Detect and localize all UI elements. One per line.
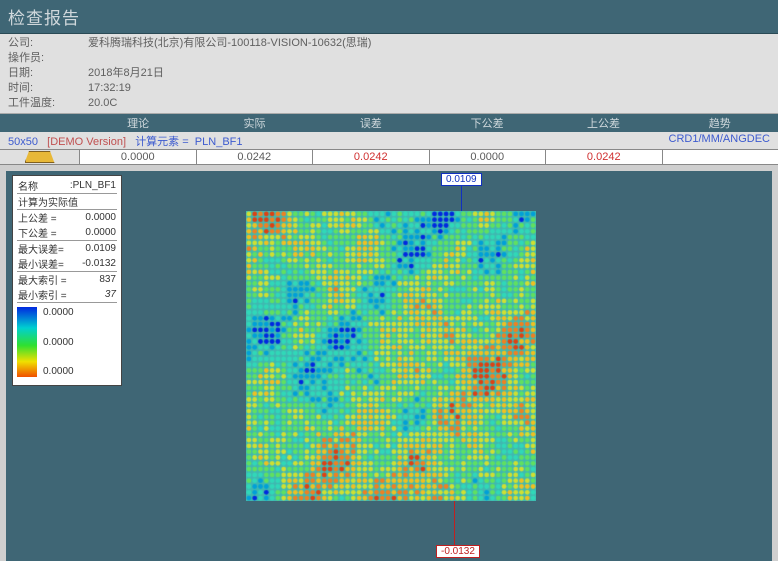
- temp-value: 20.0C: [88, 96, 117, 111]
- legend-upper-label: 上公差: [18, 214, 48, 225]
- val-theory: 0.0000: [80, 150, 197, 164]
- legend-calc: 计算为实际值: [17, 194, 117, 210]
- meta-block: 公司:爱科腾瑞科技(北京)有限公司-100118-VISION-10632(思瑞…: [0, 34, 778, 114]
- grid-dim: 50x50: [8, 136, 38, 148]
- temp-label: 工件温度:: [8, 96, 88, 111]
- gradient-bar: [17, 307, 37, 377]
- val-upper: 0.0242: [546, 150, 663, 164]
- col-lower: 下公差: [429, 114, 545, 132]
- pointer-min: [454, 501, 455, 545]
- data-row: 0.0000 0.0242 0.0242 0.0000 0.0242: [0, 149, 778, 165]
- legend-minerr-label: 最小误差=: [17, 256, 68, 272]
- legend-maxidx: 837: [68, 272, 117, 288]
- unit-info: CRD1/MM/ANGDEC: [669, 133, 770, 149]
- legend-maxerr-label: 最大误差=: [17, 241, 68, 257]
- element-info: 50x50 [DEMO Version] 计算元素 = PLN_BF1 CRD1…: [0, 132, 778, 149]
- legend-maxerr: 0.0109: [68, 241, 117, 257]
- time-value: 17:32:19: [88, 81, 131, 96]
- callout-min: -0.0132: [436, 545, 480, 558]
- time-label: 时间:: [8, 81, 88, 96]
- gradient-mid: 0.0000: [43, 337, 74, 348]
- elem-name: PLN_BF1: [195, 136, 243, 148]
- legend-upper: 0.0000: [68, 210, 117, 226]
- legend-minidx: 37: [68, 287, 117, 303]
- gradient-bot: 0.0000: [43, 366, 74, 377]
- gradient-top: 0.0000: [43, 307, 74, 318]
- demo-tag: [DEMO Version]: [47, 136, 126, 148]
- heatmap: [246, 211, 536, 501]
- report-title: 检查报告: [0, 0, 778, 34]
- col-error: 误差: [313, 114, 429, 132]
- val-error: 0.0242: [313, 150, 430, 164]
- col-theory: 理论: [80, 114, 196, 132]
- company-label: 公司:: [8, 36, 88, 51]
- legend-panel: 名称:PLN_BF1 计算为实际值 上公差 =0.0000 下公差 =0.000…: [12, 175, 122, 386]
- legend-name-label: 名称: [17, 178, 68, 194]
- col-upper: 上公差: [545, 114, 661, 132]
- legend-maxidx-label: 最大索引 =: [17, 272, 68, 288]
- date-value: 2018年8月21日: [88, 66, 164, 81]
- legend-name: :PLN_BF1: [68, 178, 117, 194]
- date-label: 日期:: [8, 66, 88, 81]
- column-headers: 理论 实际 误差 下公差 上公差 趋势: [0, 114, 778, 132]
- plane-icon: [0, 150, 80, 164]
- visualization-area: 名称:PLN_BF1 计算为实际值 上公差 =0.0000 下公差 =0.000…: [6, 171, 772, 561]
- legend-lower-label: 下公差: [18, 229, 48, 240]
- val-actual: 0.0242: [197, 150, 314, 164]
- company-value: 爱科腾瑞科技(北京)有限公司-100118-VISION-10632(思瑞): [88, 36, 371, 51]
- legend-minerr: -0.0132: [68, 256, 117, 272]
- operator-label: 操作员:: [8, 51, 88, 66]
- legend-lower: 0.0000: [68, 225, 117, 241]
- val-lower: 0.0000: [430, 150, 547, 164]
- col-trend: 趋势: [662, 114, 778, 132]
- val-trend: [663, 150, 778, 164]
- elem-label: 计算元素 =: [135, 136, 188, 148]
- legend-minidx-label: 最小索引 =: [17, 287, 68, 303]
- col-actual: 实际: [196, 114, 312, 132]
